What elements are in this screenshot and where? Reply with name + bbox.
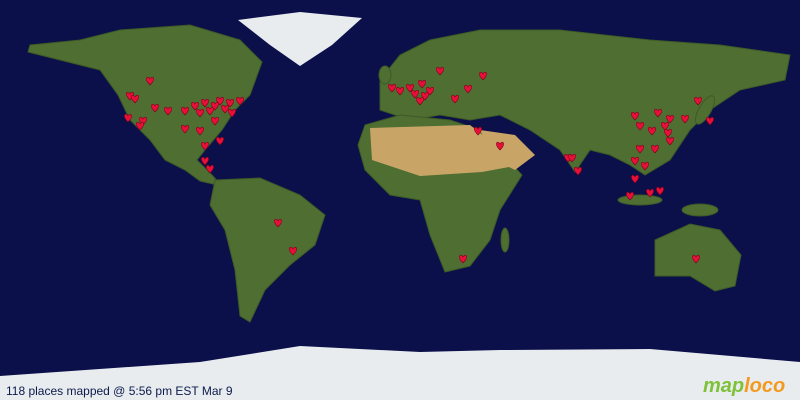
place-marker: [631, 111, 639, 121]
place-marker: [126, 91, 134, 101]
place-marker: [656, 186, 664, 196]
sahara: [370, 125, 520, 176]
place-marker: [641, 161, 649, 171]
place-marker: [654, 108, 662, 118]
place-marker: [131, 94, 139, 104]
place-marker: [201, 141, 209, 151]
place-marker: [464, 84, 472, 94]
place-marker: [648, 126, 656, 136]
place-marker: [216, 136, 224, 146]
place-marker: [418, 79, 426, 89]
caption: 118 places mapped @ 5:56 pm EST Mar 9: [6, 384, 233, 398]
place-marker: [451, 94, 459, 104]
place-marker: [228, 108, 236, 118]
place-marker: [236, 96, 244, 106]
place-marker: [574, 166, 582, 176]
place-marker: [396, 86, 404, 96]
place-marker: [196, 126, 204, 136]
place-marker: [181, 124, 189, 134]
place-marker: [406, 83, 414, 93]
place-marker: [626, 191, 634, 201]
place-marker: [164, 106, 172, 116]
antarctica: [0, 346, 800, 400]
place-marker: [221, 104, 229, 114]
place-marker: [436, 66, 444, 76]
place-marker: [459, 254, 467, 264]
place-marker: [479, 71, 487, 81]
place-marker: [388, 83, 396, 93]
place-marker: [666, 114, 674, 124]
place-marker: [426, 86, 434, 96]
logo: maploco: [703, 375, 785, 397]
place-marker: [274, 218, 282, 228]
place-marker: [646, 188, 654, 198]
place-marker: [191, 101, 199, 111]
place-marker: [411, 89, 419, 99]
place-marker: [201, 156, 209, 166]
place-marker: [206, 106, 214, 116]
arabia: [480, 130, 535, 170]
japan: [694, 95, 716, 125]
place-marker: [124, 113, 132, 123]
place-marker: [694, 96, 702, 106]
logo-first: map: [703, 375, 744, 397]
place-marker: [211, 116, 219, 126]
place-marker: [666, 136, 674, 146]
place-marker: [151, 103, 159, 113]
britain: [378, 65, 392, 85]
place-marker: [651, 144, 659, 154]
place-marker: [474, 126, 482, 136]
south-america: [209, 177, 326, 323]
place-marker: [226, 98, 234, 108]
place-marker: [196, 108, 204, 118]
place-marker: [421, 91, 429, 101]
place-marker: [496, 141, 504, 151]
place-marker: [136, 121, 144, 131]
markers: [124, 66, 714, 264]
place-marker: [681, 114, 689, 124]
place-marker: [289, 246, 297, 256]
place-marker: [631, 156, 639, 166]
logo-second: loco: [744, 375, 785, 397]
place-marker: [636, 144, 644, 154]
place-marker: [146, 76, 154, 86]
place-marker: [416, 96, 424, 106]
new-guinea: [681, 203, 719, 217]
place-marker: [181, 106, 189, 116]
place-marker: [692, 254, 700, 264]
madagascar: [500, 227, 510, 253]
place-marker: [216, 96, 224, 106]
place-marker: [206, 164, 214, 174]
eurasia: [379, 29, 791, 176]
place-marker: [636, 121, 644, 131]
place-marker: [211, 101, 219, 111]
greenland: [238, 12, 362, 66]
place-marker: [706, 116, 714, 126]
place-marker: [201, 98, 209, 108]
place-marker: [631, 174, 639, 184]
indonesia: [617, 194, 663, 206]
place-marker: [568, 153, 576, 163]
